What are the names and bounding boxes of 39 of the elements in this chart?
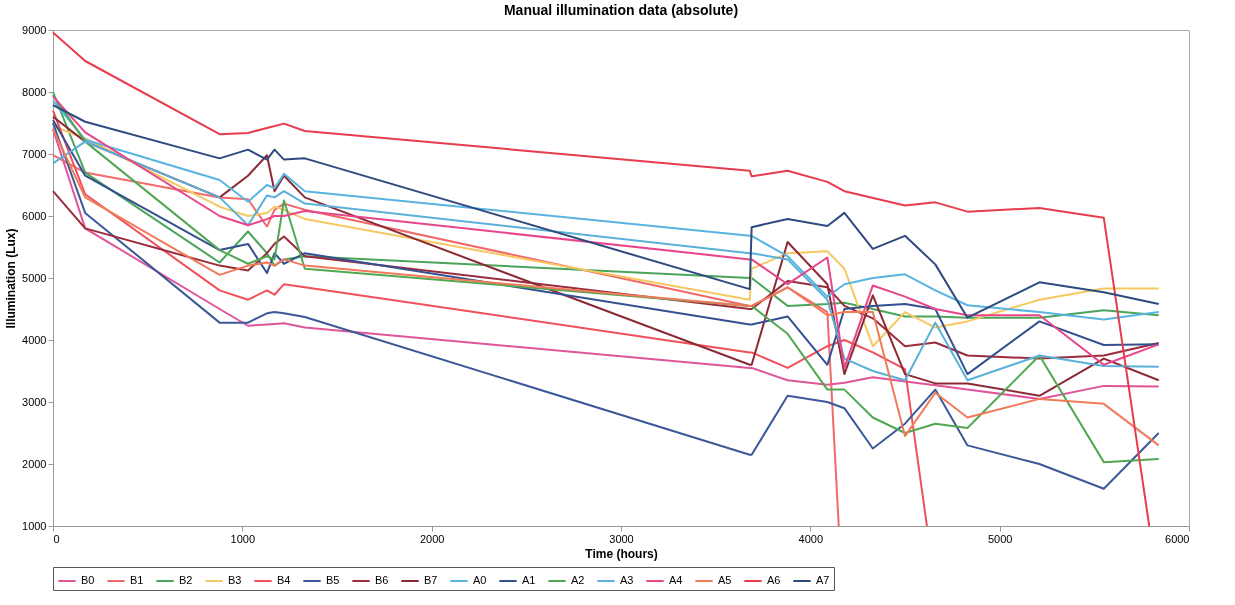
- legend-label: B5: [326, 574, 340, 586]
- line-series: [52, 31, 1151, 527]
- x-tick-label: 0: [53, 532, 60, 545]
- legend-label: A5: [718, 574, 732, 586]
- x-tick-label: 5000: [987, 532, 1013, 545]
- x-axis-title: Time (hours): [585, 546, 658, 561]
- y-tick-label: 2000: [22, 457, 47, 470]
- x-tick-label: 1000: [230, 532, 256, 545]
- x-tick-label: 2000: [419, 532, 445, 545]
- y-tick-label: 3000: [22, 395, 47, 408]
- line-series: [52, 190, 1160, 360]
- line-series: [52, 109, 928, 527]
- y-tick-label: 4000: [22, 333, 47, 346]
- legend-label: B3: [228, 574, 242, 586]
- legend-label: B2: [179, 574, 193, 586]
- y-tick-label: 7000: [22, 147, 47, 160]
- legend-label: B0: [81, 574, 95, 586]
- y-tick-label: 5000: [22, 271, 47, 284]
- legend-label: A1: [522, 574, 536, 586]
- y-tick-label: 6000: [22, 209, 47, 222]
- legend-label: A6: [767, 574, 781, 586]
- legend-label: B7: [424, 574, 438, 586]
- legend-label: A3: [620, 574, 634, 586]
- legend-label: A2: [571, 574, 585, 586]
- x-tick-label: 3000: [609, 532, 634, 545]
- line-series: [52, 154, 840, 527]
- y-tick-label: 9000: [22, 23, 47, 36]
- legend-label: B4: [277, 574, 291, 586]
- legend-label: A7: [816, 574, 830, 586]
- chart-title: Manual illumination data (absolute): [503, 2, 739, 18]
- legend-label: B6: [375, 574, 389, 586]
- legend-label: B1: [130, 574, 144, 586]
- x-tick-label: 6000: [1165, 532, 1190, 545]
- y-axis-title: Illumination (Lux): [4, 228, 19, 329]
- legend-label: A0: [473, 574, 487, 586]
- y-tick-label: 8000: [22, 85, 47, 98]
- legend-label: A4: [669, 574, 683, 586]
- x-tick-label: 4000: [798, 532, 824, 545]
- y-tick-label: 1000: [22, 519, 47, 532]
